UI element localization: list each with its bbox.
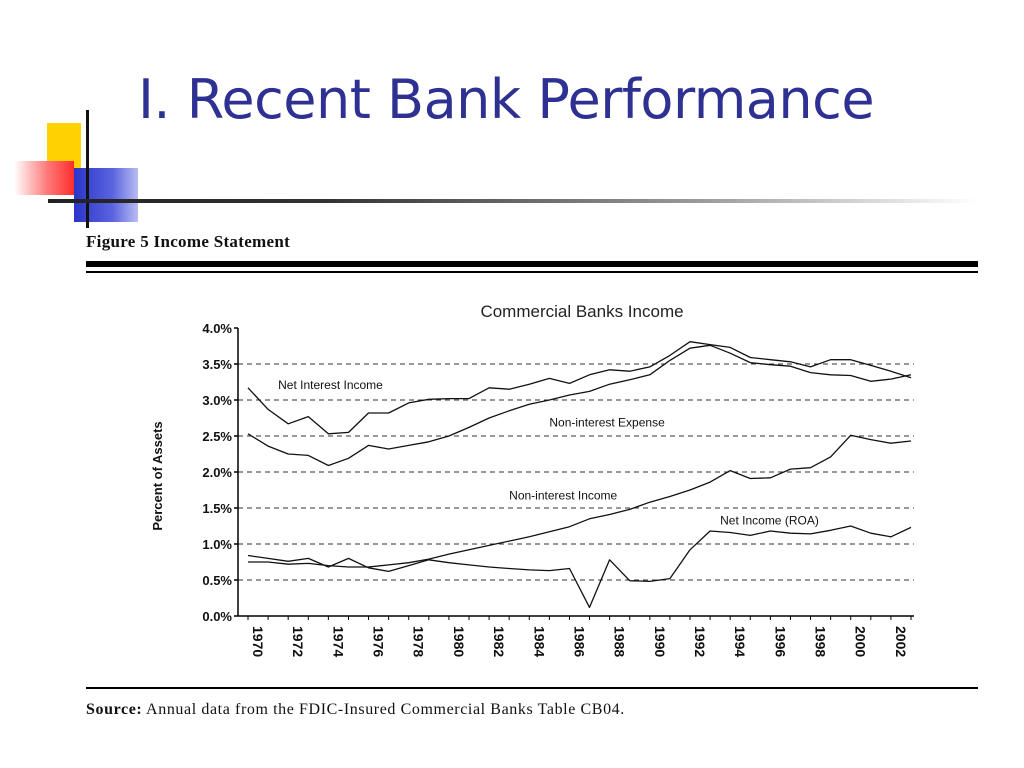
deco-vertical-line: [86, 110, 89, 228]
x-tick-label: 1980: [451, 626, 467, 657]
x-tick-label: 1972: [290, 626, 306, 657]
deco-red-bar: [14, 161, 74, 195]
series-label: Non-interest Expense: [549, 416, 665, 430]
y-tick-label: 0.0%: [202, 609, 232, 624]
figure-caption: Figure 5 Income Statement: [86, 232, 291, 251]
series-line: [247, 341, 912, 435]
x-tick-label: 1992: [692, 626, 708, 657]
series-label: Non-interest Income: [509, 488, 617, 502]
x-tick-label: 1996: [772, 626, 788, 657]
deco-blue-square: [74, 168, 138, 222]
y-tick-label: 1.5%: [202, 501, 232, 516]
x-tick-label: 1974: [330, 626, 346, 657]
series-label: Net Income (ROA): [720, 514, 819, 528]
y-tick-label: 2.5%: [202, 429, 232, 444]
x-tick-label: 1976: [371, 626, 387, 657]
y-tick-label: 3.5%: [202, 357, 232, 372]
x-tick-label: 1990: [652, 626, 668, 657]
slide-title: I. Recent Bank Performance: [138, 68, 875, 131]
source-rule: [86, 687, 978, 689]
x-tick-label: 1988: [612, 626, 628, 657]
x-tick-label: 1998: [813, 626, 829, 657]
y-tick-label: 1.0%: [202, 537, 232, 552]
x-tick-label: 2002: [893, 626, 909, 657]
x-tick-label: 1970: [250, 626, 266, 657]
x-tick-label: 1986: [571, 626, 587, 657]
series-line: [247, 525, 912, 609]
chart-title: Commercial Banks Income: [480, 302, 683, 321]
caption-rule-thin: [86, 271, 978, 273]
source-prefix: Source:: [86, 701, 143, 718]
series-line: [247, 344, 912, 467]
source-text: Annual data from the FDIC-Insured Commer…: [142, 701, 625, 718]
y-tick-label: 0.5%: [202, 573, 232, 588]
y-tick-label: 4.0%: [202, 321, 232, 336]
caption-rule-thick: [86, 261, 978, 267]
x-tick-label: 1994: [732, 626, 748, 657]
x-tick-label: 2000: [853, 626, 869, 657]
series-label: Net Interest Income: [278, 378, 383, 392]
series-line: [248, 434, 912, 568]
x-tick-label: 1978: [411, 626, 427, 657]
source-note: Source: Annual data from the FDIC-Insure…: [86, 701, 625, 719]
x-tick-label: 1982: [491, 626, 507, 657]
title-underline: [48, 199, 978, 203]
x-tick-label: 1984: [531, 626, 547, 657]
y-axis-label: Percent of Assets: [150, 421, 165, 530]
y-tick-label: 3.0%: [202, 393, 232, 408]
y-tick-label: 2.0%: [202, 465, 232, 480]
